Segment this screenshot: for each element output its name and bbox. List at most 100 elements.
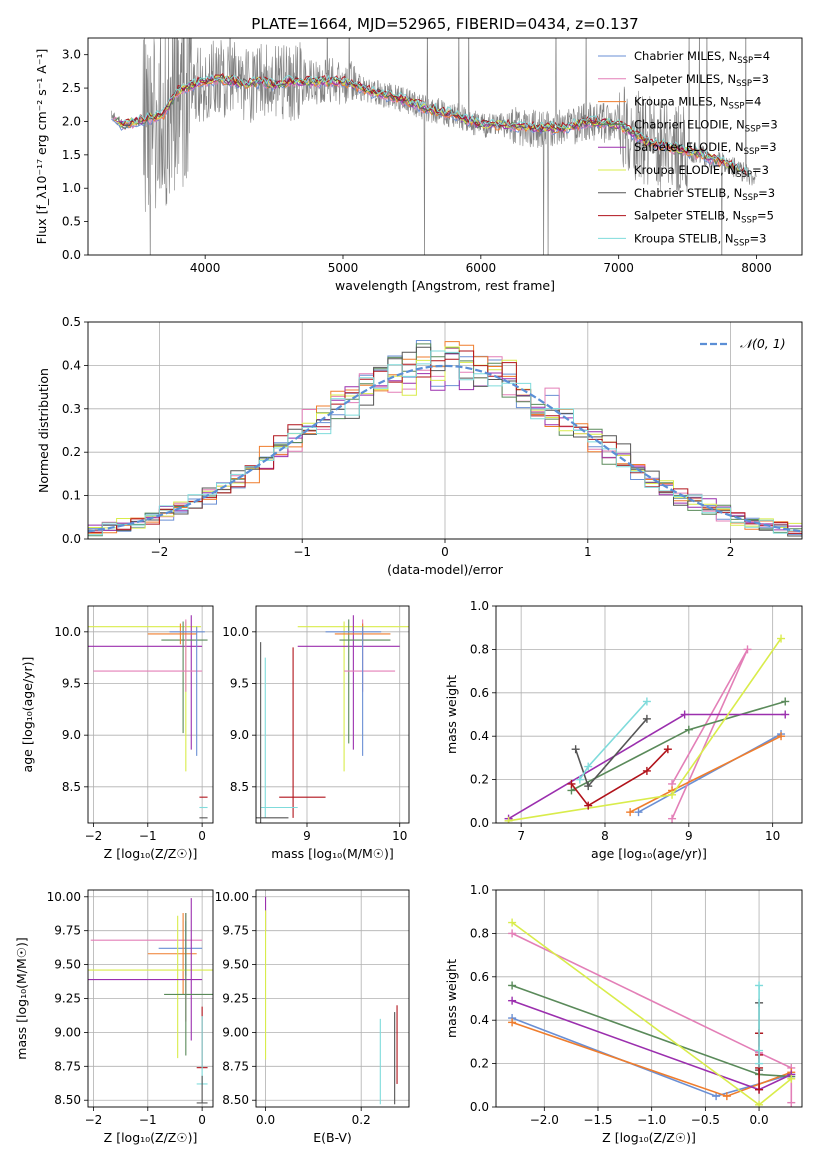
x-axis-label: (data-model)/error [387, 562, 504, 577]
y-axis-label: Normed distribution [36, 368, 51, 493]
y-tick-label: 8.75 [222, 1059, 249, 1073]
legend-entry-label: 𝒩(0, 1) [740, 336, 786, 351]
normal-reference-curve [88, 364, 802, 533]
y-tick-label: 9.00 [222, 1025, 249, 1039]
spectrum-axes: 4000 5000 6000 7000 8000 0.0 0.5 1.0 1.5 2.0 2.5 3.… [34, 48, 772, 293]
x-tick-label: −2 [151, 545, 169, 559]
x-tick-label: 0.2 [352, 1113, 371, 1127]
x-tick-label: 0.0 [750, 1113, 769, 1127]
y-tick-label: 9.25 [54, 992, 81, 1006]
model-spectrum-line [120, 73, 747, 176]
y-tick-label: 9.75 [222, 924, 249, 938]
y-tick-label: 1.0 [62, 181, 81, 195]
mass-weight-line [570, 748, 669, 807]
y-tick-label: 9.00 [54, 1025, 81, 1039]
y-tick-label: 9.0 [230, 728, 249, 742]
x-axis-label: Z [log₁₀(Z/Z☉)] [602, 1130, 696, 1145]
y-tick-label: 10.0 [222, 625, 249, 639]
mass_vs_Z-points [88, 898, 213, 1104]
y-tick-label: 9.50 [222, 958, 249, 972]
spectrum-traces [111, 38, 757, 255]
y-tick-label: 8.50 [222, 1093, 249, 1107]
mass-weight-line [511, 932, 793, 1103]
y-tick-label: 9.75 [54, 924, 81, 938]
y-tick-label: 9.50 [54, 958, 81, 972]
x-tick-label: −0.5 [691, 1113, 720, 1127]
age_vs_Z-axes: −2 −1 0 8.5 9.0 9.5 10.0 Z [log₁₀(Z/Z☉)] age [lo… [20, 606, 213, 861]
weight_vs_Z-lines [508, 918, 796, 1107]
age_vs_mass-axes: 9 10 8.5 9.0 9.5 10.0 mass [log₁₀(M/M☉)] [222, 606, 409, 861]
x-tick-label: 8000 [741, 261, 772, 275]
y-axis-label: mass weight [444, 959, 459, 1038]
x-tick-label: 1 [584, 545, 592, 559]
y-tick-label: 0.3 [62, 402, 81, 416]
x-tick-label: 8 [601, 829, 609, 843]
y-tick-label: 0.0 [470, 1100, 489, 1114]
y-tick-label: 10.00 [47, 890, 81, 904]
x-tick-label: −1.0 [637, 1113, 666, 1127]
x-tick-label: −2 [85, 1113, 103, 1127]
y-axis-label: Flux [f_λ10⁻¹⁷ erg cm⁻² s⁻¹ A⁻¹] [34, 49, 49, 245]
x-tick-label: 10 [765, 829, 780, 843]
figure-title: PLATE=1664, MJD=52965, FIBERID=0434, z=0… [251, 15, 638, 33]
legend-entry-label: Salpeter MILES, NSSP=3 [634, 72, 769, 89]
age_vs_Z-frame [87, 605, 214, 824]
age_vs_mass-points [256, 615, 409, 823]
y-tick-label: 1.0 [470, 883, 489, 897]
weight_vs_age-frame [495, 605, 803, 824]
y-tick-label: 0.0 [470, 816, 489, 830]
model-spectrum-line [122, 74, 751, 177]
y-axis-label: mass [log₁₀(M/M☉)] [14, 937, 29, 1059]
x-tick-label: −1 [139, 829, 157, 843]
x-axis-label: mass [log₁₀(M/M☉)] [271, 846, 393, 861]
mass-weight-line [638, 733, 782, 813]
y-tick-label: 1.5 [62, 148, 81, 162]
legend-entry-label: Chabrier STELIB, NSSP=3 [634, 186, 775, 203]
y-tick-label: 0.0 [62, 248, 81, 262]
x-tick-label: −1 [293, 545, 311, 559]
y-tick-label: 0.6 [470, 970, 489, 984]
y-tick-label: 9.5 [230, 677, 249, 691]
y-tick-label: 2.5 [62, 81, 81, 95]
residual-histogram-step [88, 350, 802, 534]
x-tick-label: 5000 [328, 261, 359, 275]
weight_vs_age-lines [504, 634, 790, 823]
residual-histograms [88, 340, 802, 537]
x-tick-label: 9 [685, 829, 693, 843]
legend-entry-label: Kroupa MILES, NSSP=4 [634, 95, 761, 112]
y-tick-label: 0.8 [470, 926, 489, 940]
y-tick-label: 0.4 [62, 358, 81, 372]
y-tick-label: 8.5 [230, 780, 249, 794]
x-tick-label: −2.0 [530, 1113, 559, 1127]
mass_vs_Z-axes: −2 −1 0 8.50 8.75 9.00 9.25 9.50 9.75 10.00 Z [log… [14, 890, 213, 1145]
legend-entry-label: Salpeter ELODIE, NSSP=3 [634, 140, 777, 157]
legend-entry-label: Chabrier MILES, NSSP=4 [634, 49, 770, 66]
model-spectrum-line [115, 75, 737, 170]
y-tick-label: 9.25 [222, 992, 249, 1006]
x-tick-label: −1.5 [583, 1113, 612, 1127]
legend-entry-label: Kroupa STELIB, NSSP=3 [634, 231, 766, 248]
x-tick-label: 2 [727, 545, 735, 559]
x-tick-label: 10 [392, 829, 407, 843]
x-tick-label: 0 [198, 829, 206, 843]
y-tick-label: 10.00 [215, 890, 249, 904]
spectrum-legend: Chabrier MILES, NSSP=4 Salpeter MILES, NS… [598, 49, 778, 248]
x-axis-label: Z [log₁₀(Z/Z☉)] [104, 1130, 198, 1145]
x-axis-label: wavelength [Angstrom, rest frame] [335, 278, 555, 293]
x-tick-label: 7000 [603, 261, 634, 275]
y-tick-label: 0.5 [62, 215, 81, 229]
y-axis-label: age [log₁₀(age/yr)] [20, 657, 35, 773]
mass_vs_ebv-frame [255, 889, 410, 1108]
x-tick-label: 0 [198, 1113, 206, 1127]
x-tick-label: 0 [441, 545, 449, 559]
legend-entry-label: Chabrier ELODIE, NSSP=3 [634, 117, 778, 134]
x-tick-label: 7 [517, 829, 525, 843]
x-tick-label: 9 [303, 829, 311, 843]
x-tick-label: 0.0 [256, 1113, 275, 1127]
age_vs_mass-frame [255, 605, 410, 824]
y-tick-label: 0.8 [470, 642, 489, 656]
weight_vs_Z-frame [495, 889, 803, 1108]
y-tick-label: 9.5 [62, 677, 81, 691]
